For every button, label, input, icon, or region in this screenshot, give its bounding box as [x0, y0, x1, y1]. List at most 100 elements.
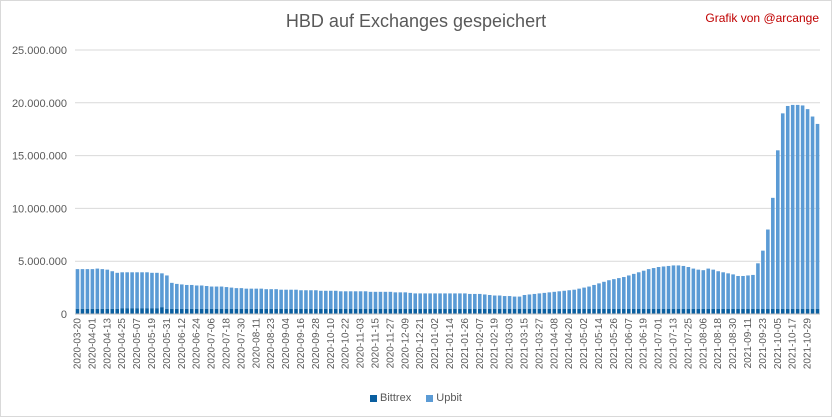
- x-tick-label: 2021-05-14: [594, 318, 605, 370]
- bar-bittrex: [631, 308, 636, 314]
- bar-upbit: [656, 267, 661, 309]
- bar-bittrex: [348, 308, 353, 314]
- bar-upbit: [304, 290, 308, 309]
- legend-item-bittrex: Bittrex: [370, 392, 411, 404]
- bar-bittrex: [100, 308, 105, 314]
- x-tick-label: 2020-09-04: [281, 318, 292, 370]
- bar-upbit: [229, 287, 234, 309]
- x-tick-label: 2020-03-20: [72, 318, 83, 370]
- bar-bittrex: [110, 308, 115, 314]
- bar-upbit: [209, 286, 214, 309]
- x-tick-label: 2020-04-13: [102, 318, 113, 370]
- x-tick-label: 2021-01-02: [430, 318, 441, 370]
- bar-upbit: [617, 278, 621, 309]
- bar-upbit: [130, 272, 134, 309]
- bar-bittrex: [299, 308, 303, 314]
- bar-bittrex: [254, 308, 259, 314]
- bar-upbit: [160, 273, 164, 308]
- bar-bittrex: [651, 308, 656, 314]
- x-tick-label: 2020-11-27: [385, 318, 396, 369]
- bar-bittrex: [443, 308, 447, 314]
- bar-bittrex: [547, 308, 552, 314]
- bar-bittrex: [795, 308, 800, 314]
- bar-upbit: [785, 105, 790, 309]
- bar-upbit: [348, 291, 353, 309]
- bar-upbit: [790, 104, 795, 309]
- legend-swatch-upbit: [426, 394, 434, 402]
- bar-upbit: [741, 275, 745, 309]
- bar-bittrex: [482, 308, 487, 314]
- bar-bittrex: [194, 308, 199, 314]
- x-tick-label: 2021-04-08: [549, 318, 560, 370]
- x-tick-label: 2021-08-30: [728, 318, 739, 370]
- bar-bittrex: [209, 308, 214, 314]
- bar-bittrex: [790, 308, 795, 314]
- bar-bittrex: [234, 308, 239, 314]
- bar-upbit: [756, 263, 760, 309]
- x-tick-label: 2021-09-23: [758, 318, 769, 370]
- x-tick-label: 2021-03-15: [519, 318, 530, 370]
- bar-bittrex: [731, 308, 735, 314]
- bar-upbit: [676, 265, 681, 309]
- bar-upbit: [766, 229, 770, 309]
- bar-upbit: [398, 292, 403, 309]
- bar-upbit: [458, 293, 462, 309]
- bar-upbit: [418, 293, 422, 309]
- bar-bittrex: [438, 308, 442, 314]
- bar-upbit: [448, 293, 452, 309]
- bar-bittrex: [189, 308, 194, 314]
- x-tick-label: 2021-08-06: [698, 318, 709, 370]
- bar-bittrex: [383, 308, 388, 314]
- bar-bittrex: [562, 308, 567, 314]
- bar-bittrex: [756, 308, 760, 314]
- bar-bittrex: [135, 308, 139, 314]
- bar-bittrex: [577, 308, 581, 314]
- bar-upbit: [537, 293, 542, 309]
- bar-upbit: [507, 296, 512, 309]
- bar-upbit: [95, 268, 100, 309]
- bar-bittrex: [388, 308, 393, 314]
- bar-upbit: [532, 293, 537, 309]
- bar-bittrex: [463, 308, 467, 314]
- bar-bittrex: [517, 308, 522, 314]
- legend-label-bittrex: Bittrex: [380, 392, 412, 404]
- bar-bittrex: [319, 308, 323, 314]
- bar-bittrex: [656, 308, 661, 314]
- bar-bittrex: [617, 308, 621, 314]
- bar-bittrex: [736, 308, 740, 314]
- bar-upbit: [80, 269, 85, 309]
- bar-bittrex: [433, 308, 437, 314]
- bar-upbit: [587, 286, 591, 309]
- x-tick-label: 2020-08-23: [266, 318, 277, 370]
- bar-bittrex: [557, 308, 562, 314]
- bar-bittrex: [145, 308, 149, 314]
- x-tick-label: 2021-06-07: [624, 318, 635, 370]
- bar-upbit: [279, 289, 283, 309]
- legend-label-upbit: Upbit: [436, 392, 462, 404]
- bar-bittrex: [681, 308, 686, 314]
- bar-upbit: [691, 268, 696, 309]
- x-tick-label: 2021-03-27: [534, 318, 545, 370]
- bar-bittrex: [666, 308, 671, 314]
- bar-upbit: [184, 284, 189, 309]
- bar-upbit: [800, 105, 805, 309]
- bar-upbit: [761, 250, 765, 309]
- bar-upbit: [751, 274, 755, 309]
- bar-upbit: [115, 272, 120, 309]
- bar-bittrex: [155, 308, 159, 314]
- x-tick-label: 2021-08-18: [713, 318, 724, 370]
- bar-bittrex: [378, 308, 383, 314]
- x-tick-label: 2021-04-20: [564, 318, 575, 370]
- bar-upbit: [244, 288, 249, 309]
- x-tick-label: 2020-11-15: [370, 318, 381, 369]
- bar-upbit: [378, 291, 383, 309]
- bar-bittrex: [179, 308, 184, 314]
- bar-bittrex: [612, 308, 616, 314]
- x-tick-label: 2020-05-19: [147, 318, 158, 370]
- bar-upbit: [636, 272, 641, 309]
- bar-upbit: [577, 288, 581, 309]
- bar-bittrex: [492, 308, 497, 314]
- x-tick-label: 2021-07-25: [683, 318, 694, 370]
- bar-bittrex: [661, 308, 666, 314]
